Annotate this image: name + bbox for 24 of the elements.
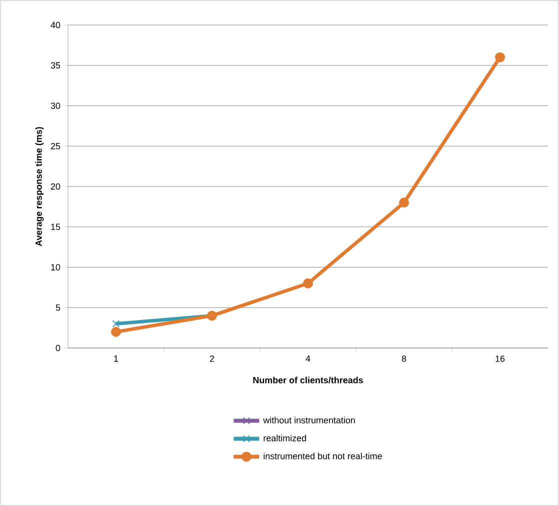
legend-label: without instrumentation bbox=[263, 416, 355, 424]
x-tick-label: 8 bbox=[402, 356, 406, 362]
y-tick-label: 30 bbox=[50, 102, 60, 109]
x-tick-label: 4 bbox=[306, 356, 310, 362]
y-tick-label: 40 bbox=[50, 22, 60, 28]
legend-label: instrumented but not real-time bbox=[264, 452, 382, 460]
y-tick-label: 0 bbox=[56, 344, 60, 352]
y-tick-label: 35 bbox=[50, 62, 60, 69]
x-tick-label: 16 bbox=[496, 356, 505, 362]
y-tick-label: 15 bbox=[51, 224, 60, 230]
x-axis-title: Number of clients/threads bbox=[253, 376, 363, 384]
point bbox=[495, 52, 505, 62]
point bbox=[111, 326, 121, 337]
y-tick-label: 10 bbox=[51, 264, 60, 270]
y-axis-title: Average response time (ms) bbox=[35, 127, 44, 246]
point bbox=[112, 320, 120, 328]
y-tick-label: 5 bbox=[56, 304, 60, 311]
y-tick-label: 20 bbox=[50, 183, 60, 190]
y-tick-label: 25 bbox=[50, 142, 60, 150]
x-tick-label: 1 bbox=[114, 356, 118, 362]
point bbox=[303, 278, 313, 288]
legend-label: realtimized bbox=[264, 434, 306, 442]
x-tick-label: 2 bbox=[210, 356, 214, 362]
point bbox=[399, 198, 409, 208]
